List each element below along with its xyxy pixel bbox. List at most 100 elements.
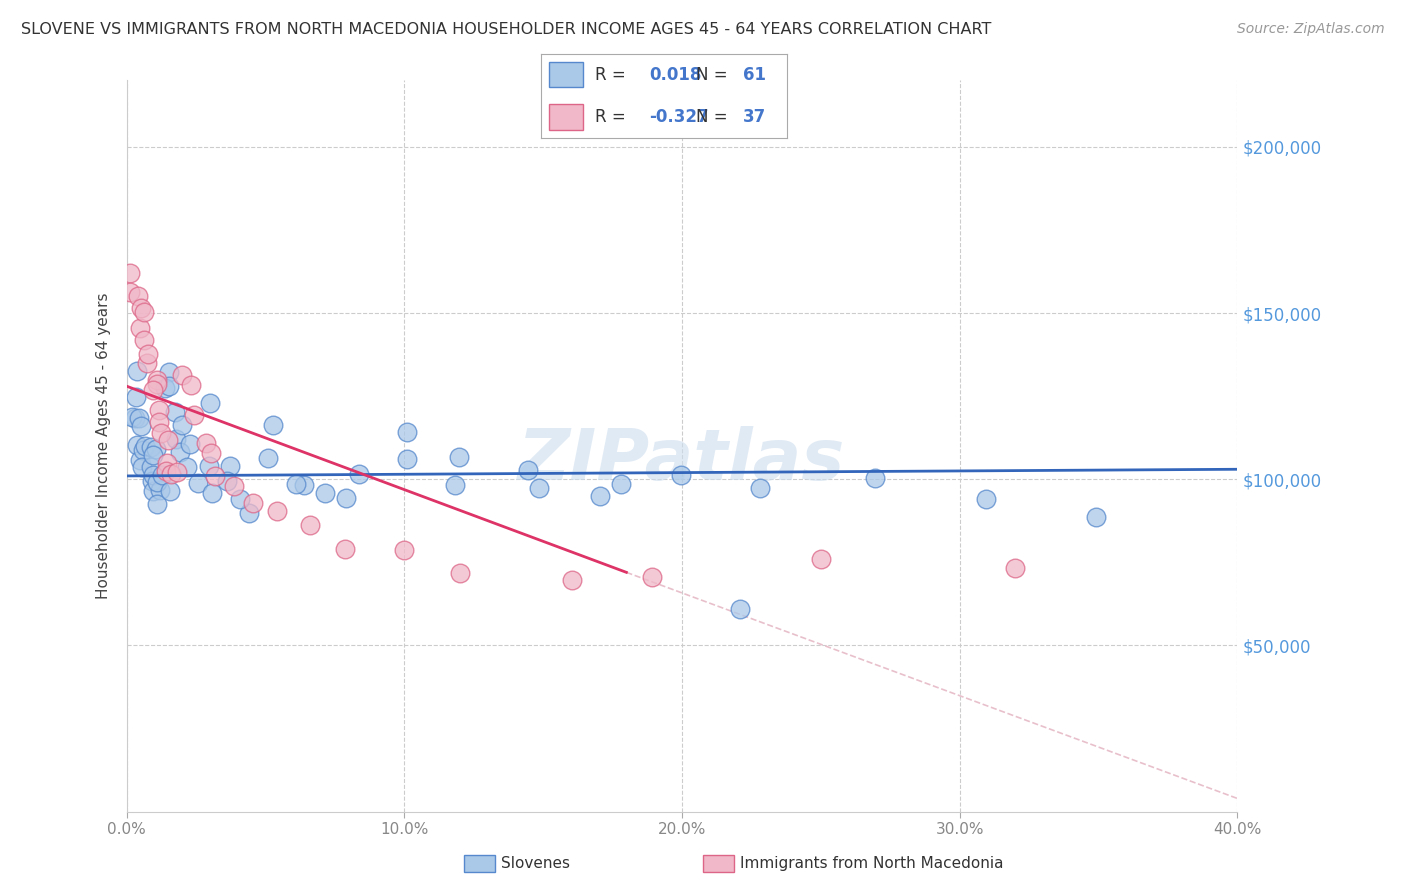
- Point: [132, 305, 155, 319]
- Point: [449, 450, 471, 464]
- Point: [179, 437, 201, 451]
- Point: [142, 483, 165, 498]
- FancyBboxPatch shape: [548, 62, 583, 87]
- Point: [172, 418, 194, 433]
- Point: [395, 452, 418, 467]
- Point: [135, 356, 157, 370]
- Text: Slovenes: Slovenes: [501, 856, 569, 871]
- Point: [142, 448, 165, 462]
- Point: [155, 464, 177, 478]
- Point: [294, 478, 316, 492]
- Point: [150, 468, 173, 483]
- Point: [172, 368, 194, 383]
- Point: [1085, 510, 1108, 524]
- Text: N =: N =: [696, 66, 733, 84]
- Point: [198, 458, 221, 473]
- Point: [141, 460, 163, 475]
- Point: [145, 442, 167, 457]
- Point: [176, 459, 198, 474]
- Point: [136, 346, 159, 360]
- Point: [516, 463, 538, 477]
- Point: [146, 475, 169, 489]
- Point: [201, 486, 224, 500]
- Point: [129, 301, 152, 315]
- Point: [749, 481, 772, 495]
- Point: [198, 395, 221, 409]
- Point: [641, 570, 664, 584]
- Text: Immigrants from North Macedonia: Immigrants from North Macedonia: [740, 856, 1002, 871]
- Text: -0.327: -0.327: [650, 108, 709, 126]
- Point: [1004, 560, 1026, 574]
- Text: R =: R =: [596, 108, 631, 126]
- Point: [169, 445, 191, 459]
- Point: [238, 506, 260, 520]
- Point: [187, 475, 209, 490]
- Point: [335, 491, 357, 505]
- Point: [129, 321, 152, 335]
- Point: [145, 376, 167, 391]
- Point: [285, 476, 308, 491]
- Point: [155, 381, 177, 395]
- Point: [134, 333, 156, 347]
- Point: [215, 474, 238, 488]
- Point: [335, 542, 357, 557]
- Point: [165, 405, 187, 419]
- Point: [443, 477, 465, 491]
- Point: [157, 379, 180, 393]
- Point: [131, 459, 153, 474]
- Point: [810, 552, 832, 566]
- Point: [974, 492, 997, 507]
- Point: [134, 439, 156, 453]
- Point: [141, 440, 163, 454]
- Point: [183, 408, 205, 422]
- Point: [148, 403, 170, 417]
- Point: [165, 432, 187, 446]
- Point: [132, 442, 155, 457]
- Point: [125, 391, 148, 405]
- Point: [118, 266, 141, 280]
- Point: [266, 504, 288, 518]
- Point: [124, 410, 146, 425]
- Point: [394, 542, 416, 557]
- Point: [219, 459, 242, 474]
- Point: [159, 484, 181, 499]
- Point: [396, 425, 419, 439]
- Point: [257, 450, 280, 465]
- Point: [142, 468, 165, 483]
- Point: [127, 289, 149, 303]
- Text: 37: 37: [744, 108, 766, 126]
- Point: [156, 434, 179, 448]
- Point: [730, 602, 752, 616]
- Point: [128, 411, 150, 425]
- Point: [863, 471, 886, 485]
- Point: [242, 496, 264, 510]
- Point: [349, 467, 371, 481]
- Point: [145, 497, 167, 511]
- Point: [125, 438, 148, 452]
- Point: [148, 415, 170, 429]
- Point: [195, 435, 218, 450]
- FancyBboxPatch shape: [548, 104, 583, 130]
- Point: [204, 469, 226, 483]
- Point: [156, 457, 179, 471]
- Point: [141, 475, 163, 489]
- Point: [527, 481, 550, 495]
- Text: 61: 61: [744, 66, 766, 84]
- Point: [142, 384, 165, 398]
- Text: 0.018: 0.018: [650, 66, 702, 84]
- Point: [314, 485, 336, 500]
- Point: [449, 566, 471, 580]
- Point: [125, 364, 148, 378]
- Y-axis label: Householder Income Ages 45 - 64 years: Householder Income Ages 45 - 64 years: [96, 293, 111, 599]
- Point: [200, 446, 222, 460]
- Point: [157, 365, 180, 379]
- Text: R =: R =: [596, 66, 631, 84]
- Point: [298, 517, 321, 532]
- Point: [610, 476, 633, 491]
- Text: N =: N =: [696, 108, 733, 126]
- Point: [180, 377, 202, 392]
- Point: [229, 491, 252, 506]
- Point: [669, 468, 692, 483]
- Point: [224, 478, 246, 492]
- Point: [149, 483, 172, 497]
